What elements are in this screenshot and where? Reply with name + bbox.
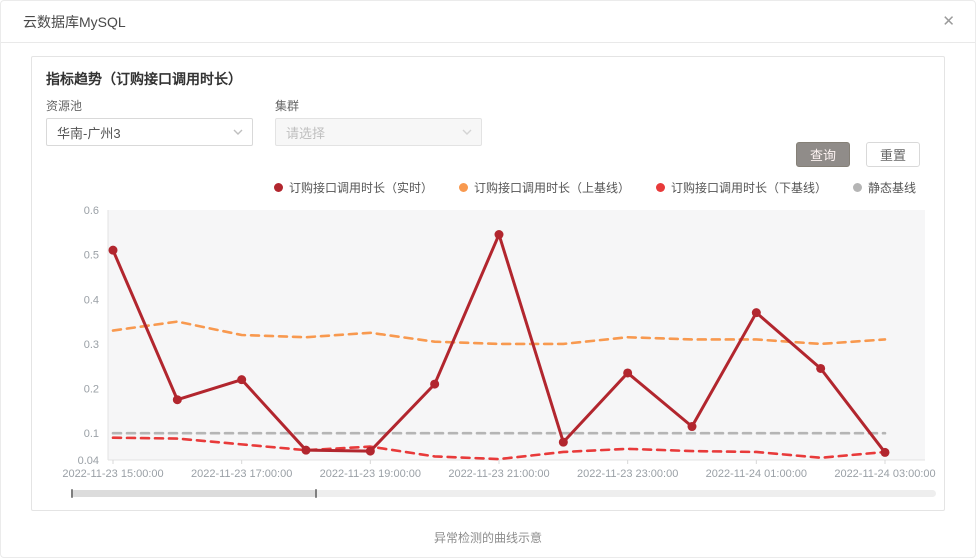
svg-text:0.6: 0.6 — [84, 205, 99, 217]
svg-text:2022-11-24 03:00:00: 2022-11-24 03:00:00 — [834, 468, 935, 480]
chart-zoom-scrollbar-thumb[interactable] — [71, 489, 317, 498]
close-icon[interactable]: ✕ — [942, 13, 955, 30]
cluster-placeholder: 请选择 — [286, 125, 326, 141]
legend-dot-lower-baseline — [655, 183, 665, 192]
reset-button[interactable]: 重置 — [865, 142, 920, 167]
chevron-down-icon — [461, 126, 473, 138]
svg-text:2022-11-23 19:00:00: 2022-11-23 19:00:00 — [320, 468, 421, 480]
chart-zoom-scrollbar-track[interactable] — [71, 489, 936, 498]
svg-text:0.3: 0.3 — [84, 339, 99, 351]
filter-row: 资源池 华南-广州3 集群 请选择 — [46, 97, 936, 146]
legend-item-lower-baseline[interactable]: 订购接口调用时长（下基线） — [655, 179, 827, 196]
svg-text:2022-11-23 21:00:00: 2022-11-23 21:00:00 — [448, 468, 549, 480]
legend-dot-static-baseline — [852, 183, 862, 192]
resource-pool-select[interactable]: 华南-广州3 — [46, 118, 253, 146]
panel-heading: 指标趋势（订购接口调用时长） — [46, 71, 242, 87]
svg-text:2022-11-23 23:00:00: 2022-11-23 23:00:00 — [577, 468, 678, 480]
cluster-select[interactable]: 请选择 — [275, 118, 482, 146]
action-buttons: 查询 重置 — [40, 142, 920, 167]
resource-pool-label: 资源池 — [46, 99, 83, 113]
legend-item-static-baseline[interactable]: 静态基线 — [852, 179, 916, 196]
svg-text:0.04: 0.04 — [78, 455, 99, 467]
svg-text:0.4: 0.4 — [84, 294, 99, 306]
titlebar: 云数据库MySQL ✕ — [1, 1, 975, 43]
chart-legend: 订购接口调用时长（实时） 订购接口调用时长（上基线） 订购接口调用时长（下基线）… — [40, 179, 936, 196]
svg-text:2022-11-23 15:00:00: 2022-11-23 15:00:00 — [62, 468, 163, 480]
resource-pool-filter: 资源池 华南-广州3 — [46, 97, 253, 146]
metric-trend-panel: 指标趋势（订购接口调用时长） 资源池 华南-广州3 集群 请选择 — [31, 56, 945, 511]
svg-text:0.2: 0.2 — [84, 384, 99, 396]
cluster-label: 集群 — [275, 99, 300, 113]
legend-item-upper-baseline[interactable]: 订购接口调用时长（上基线） — [458, 179, 630, 196]
cluster-filter: 集群 请选择 — [275, 97, 482, 146]
window-title: 云数据库MySQL — [23, 13, 126, 30]
svg-text:2022-11-23 17:00:00: 2022-11-23 17:00:00 — [191, 468, 292, 480]
figure-caption: 异常检测的曲线示意 — [433, 531, 542, 545]
legend-item-realtime[interactable]: 订购接口调用时长（实时） — [273, 179, 433, 196]
svg-text:0.5: 0.5 — [84, 250, 99, 262]
svg-text:2022-11-24 01:00:00: 2022-11-24 01:00:00 — [706, 468, 807, 480]
query-button[interactable]: 查询 — [795, 142, 850, 167]
legend-dot-upper-baseline — [458, 183, 468, 192]
svg-text:0.1: 0.1 — [84, 428, 99, 440]
legend-dot-realtime — [273, 183, 283, 192]
resource-pool-value: 华南-广州3 — [57, 125, 121, 141]
chevron-down-icon — [232, 126, 244, 138]
